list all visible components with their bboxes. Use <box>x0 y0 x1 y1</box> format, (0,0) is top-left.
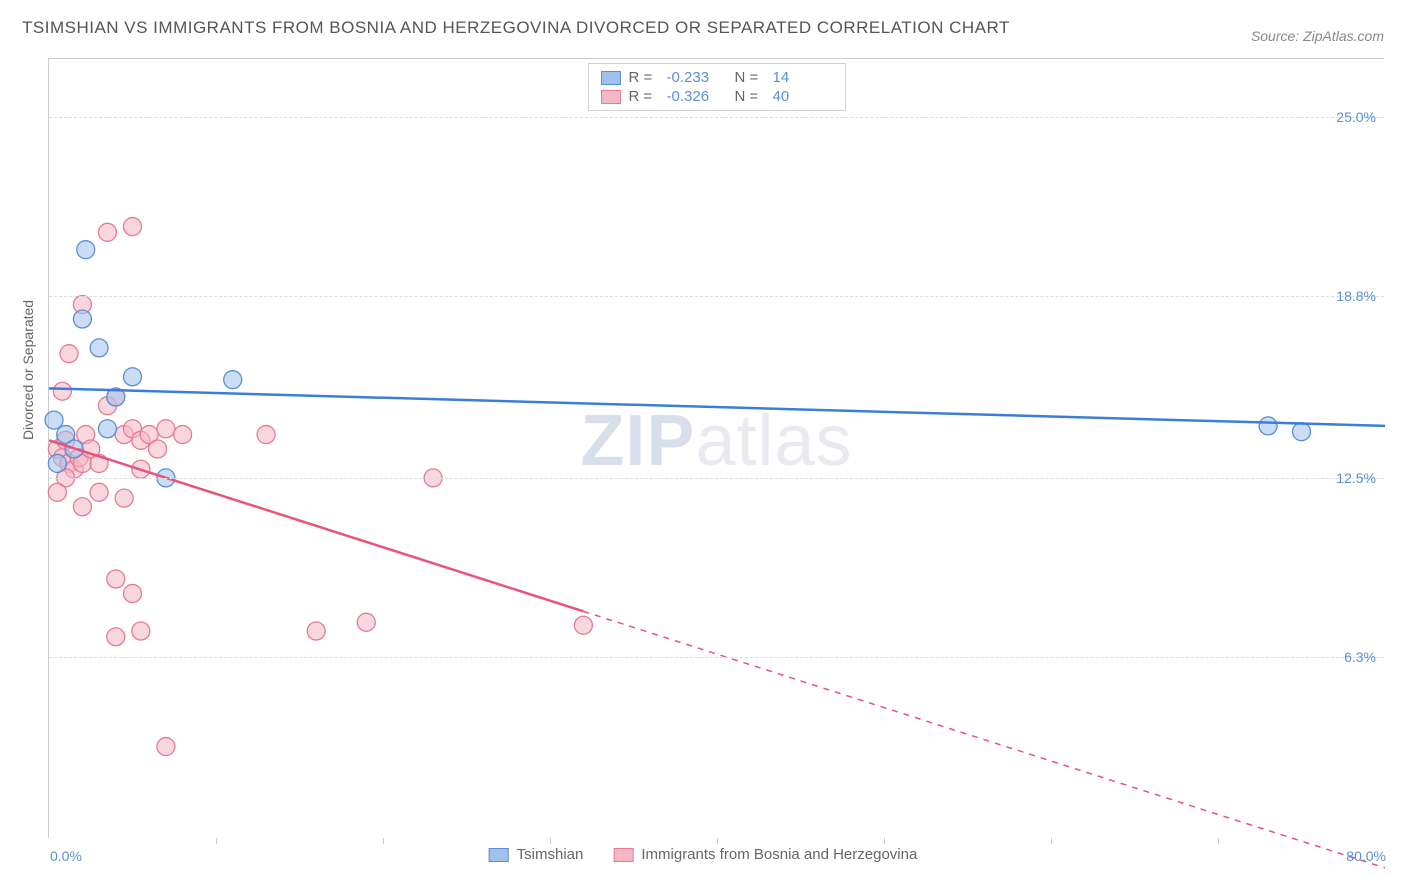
data-point <box>98 420 116 438</box>
data-point <box>107 570 125 588</box>
data-point <box>45 411 63 429</box>
gridline <box>49 296 1384 297</box>
data-point <box>124 584 142 602</box>
data-point <box>357 613 375 631</box>
x-tick <box>1051 838 1052 844</box>
gridline <box>49 117 1384 118</box>
stat-n-value: 40 <box>773 88 833 105</box>
data-point <box>90 339 108 357</box>
legend-label: Immigrants from Bosnia and Herzegovina <box>641 846 917 863</box>
legend-stats: R = -0.233 N = 14 R = -0.326 N = 40 <box>588 63 846 111</box>
data-point <box>174 426 192 444</box>
legend-stats-row: R = -0.326 N = 40 <box>601 87 833 106</box>
plot-area: ZIPatlas R = -0.233 N = 14 R = -0.326 N … <box>48 58 1384 838</box>
legend-stats-row: R = -0.233 N = 14 <box>601 68 833 87</box>
data-point <box>77 241 95 259</box>
stat-label: N = <box>735 88 765 105</box>
legend-swatch-icon <box>613 848 633 862</box>
source-label: Source: ZipAtlas.com <box>1251 28 1384 44</box>
chart-title: TSIMSHIAN VS IMMIGRANTS FROM BOSNIA AND … <box>22 18 1010 38</box>
legend-label: Tsimshian <box>517 846 584 863</box>
stat-label: R = <box>629 69 659 86</box>
gridline <box>49 657 1384 658</box>
y-tick-label: 25.0% <box>1336 109 1376 125</box>
data-point <box>73 498 91 516</box>
data-point <box>48 483 66 501</box>
stat-r-value: -0.233 <box>667 69 727 86</box>
data-point <box>60 345 78 363</box>
stat-label: N = <box>735 69 765 86</box>
data-point <box>1259 417 1277 435</box>
legend-swatch-icon <box>489 848 509 862</box>
data-point <box>157 738 175 756</box>
y-tick-label: 18.8% <box>1336 288 1376 304</box>
legend-series: Tsimshian Immigrants from Bosnia and Her… <box>489 846 918 863</box>
x-tick <box>383 838 384 844</box>
data-point <box>574 616 592 634</box>
data-point <box>257 426 275 444</box>
y-tick-label: 6.3% <box>1344 649 1376 665</box>
x-tick <box>216 838 217 844</box>
gridline <box>49 478 1384 479</box>
data-point <box>98 223 116 241</box>
data-point <box>124 218 142 236</box>
trend-line-extrapolated <box>583 611 1385 868</box>
x-tick <box>717 838 718 844</box>
data-point <box>307 622 325 640</box>
x-tick <box>1218 838 1219 844</box>
data-point <box>1293 423 1311 441</box>
data-point <box>73 310 91 328</box>
chart-svg <box>49 59 1384 838</box>
data-point <box>107 628 125 646</box>
data-point <box>149 440 167 458</box>
y-tick-label: 12.5% <box>1336 470 1376 486</box>
trend-line <box>49 388 1385 426</box>
legend-swatch-icon <box>601 90 621 104</box>
legend-item: Tsimshian <box>489 846 584 863</box>
data-point <box>124 368 142 386</box>
data-point <box>90 483 108 501</box>
data-point <box>53 382 71 400</box>
x-tick <box>550 838 551 844</box>
x-axis-max-label: 80.0% <box>1346 848 1386 864</box>
data-point <box>132 622 150 640</box>
legend-swatch-icon <box>601 71 621 85</box>
x-axis-min-label: 0.0% <box>50 848 82 864</box>
data-point <box>48 454 66 472</box>
data-point <box>115 489 133 507</box>
stat-n-value: 14 <box>773 69 833 86</box>
stat-r-value: -0.326 <box>667 88 727 105</box>
stat-label: R = <box>629 88 659 105</box>
legend-item: Immigrants from Bosnia and Herzegovina <box>613 846 917 863</box>
y-axis-title: Divorced or Separated <box>20 300 36 440</box>
x-tick <box>884 838 885 844</box>
data-point <box>224 371 242 389</box>
data-point <box>157 420 175 438</box>
